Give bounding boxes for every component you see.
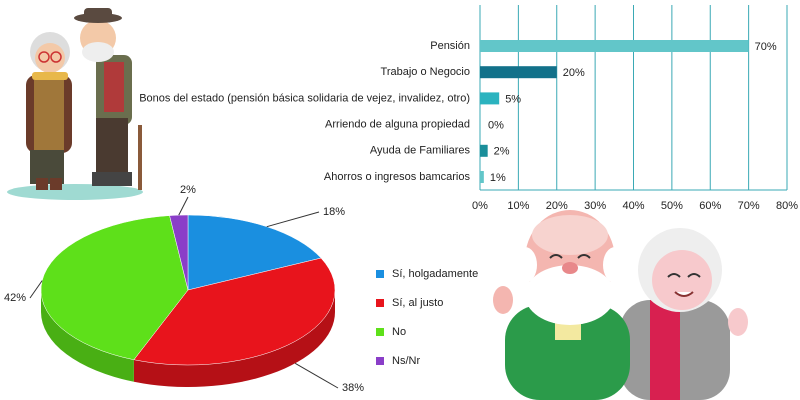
- x-tick-label: 20%: [546, 200, 568, 212]
- bar: [480, 66, 557, 79]
- legend-label: Sí, holgadamente: [392, 268, 478, 280]
- illustration-waving-couple: [493, 210, 748, 400]
- legend-swatch: [376, 270, 384, 278]
- value-label: 70%: [755, 41, 777, 53]
- x-tick-label: 40%: [622, 200, 644, 212]
- value-label: 18%: [323, 206, 345, 218]
- pie-slice: [187, 214, 322, 291]
- legend-swatch: [376, 357, 384, 365]
- category-label: Arriendo de alguna propiedad: [325, 119, 470, 131]
- value-label: 2%: [180, 184, 196, 196]
- pie-slice: [133, 257, 336, 366]
- x-tick-label: 10%: [507, 200, 529, 212]
- bar: [480, 171, 484, 183]
- category-label: Ahorros o ingresos bamcarios: [324, 171, 471, 183]
- x-tick-label: 70%: [738, 200, 760, 212]
- pie-side: [41, 290, 134, 382]
- x-tick-label: 60%: [699, 200, 721, 212]
- category-label: Bonos del estado (pensión básica solidar…: [139, 92, 470, 104]
- pie-slice: [40, 215, 189, 361]
- x-tick-label: 30%: [584, 200, 606, 212]
- bar: [480, 92, 500, 105]
- category-label: Pensión: [430, 40, 470, 52]
- leader-line: [294, 362, 339, 389]
- legend-swatch: [376, 299, 384, 307]
- x-tick-label: 50%: [661, 200, 683, 212]
- legend-label: No: [392, 326, 406, 338]
- value-label: 20%: [563, 67, 585, 79]
- value-label: 38%: [342, 382, 364, 394]
- legend-label: Sí, al justo: [392, 297, 443, 309]
- legend-swatch: [376, 328, 384, 336]
- category-label: Trabajo o Negocio: [381, 66, 470, 78]
- x-tick-label: 80%: [776, 200, 798, 212]
- bar: [480, 40, 749, 52]
- legend-label: Ns/Nr: [392, 355, 420, 367]
- x-tick-label: 0%: [472, 200, 488, 212]
- value-label: 0%: [488, 120, 504, 132]
- category-label: Ayuda de Familiares: [370, 145, 471, 157]
- value-label: 1%: [490, 172, 506, 184]
- value-label: 5%: [505, 93, 521, 105]
- leader-line: [178, 196, 189, 216]
- value-label: 2%: [494, 146, 510, 158]
- leader-line: [29, 280, 43, 299]
- leader-line: [266, 211, 320, 228]
- value-label: 42%: [4, 292, 26, 304]
- bar: [480, 144, 488, 157]
- illustration-couple: [7, 8, 143, 200]
- pie-side: [133, 290, 335, 387]
